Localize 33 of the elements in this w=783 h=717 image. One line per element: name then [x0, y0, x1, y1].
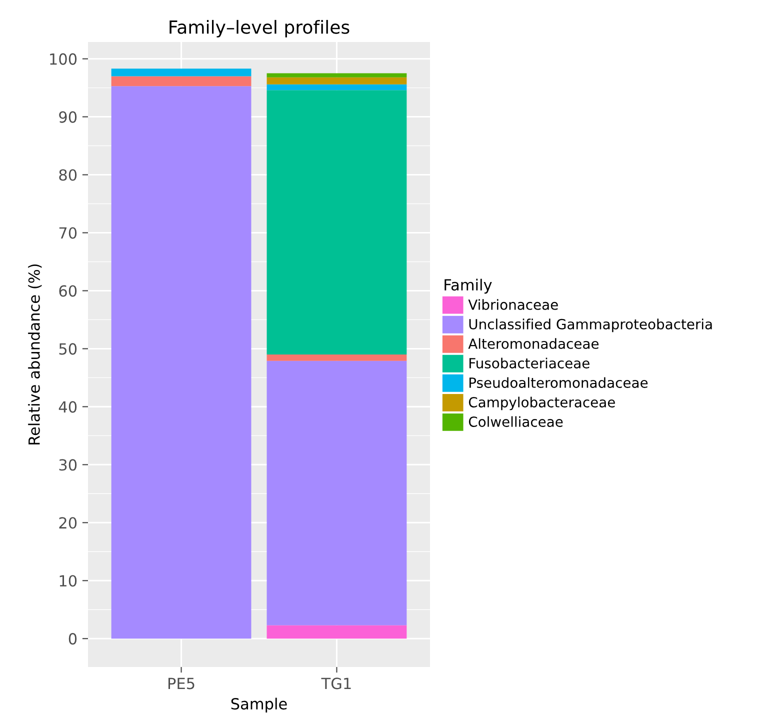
x-axis-title: Sample: [231, 698, 287, 713]
bar: [111, 76, 252, 86]
legend-label: Vibrionaceae: [468, 299, 558, 310]
bar: [266, 354, 407, 361]
chart-title: Family–level profiles: [170, 20, 350, 38]
bar: [266, 360, 407, 626]
y-tick-label: 30: [59, 459, 77, 471]
y-tick-label: 80: [59, 169, 77, 181]
bar: [266, 73, 407, 78]
bar: [111, 68, 252, 76]
legend-label: Unclassified Gammaproteobacteria: [469, 318, 712, 332]
x-tick-label: PE5: [168, 678, 194, 690]
y-tick-label: 0: [68, 633, 77, 645]
bar: [266, 90, 407, 354]
y-tick-label: 90: [59, 111, 77, 123]
bar: [266, 84, 407, 90]
y-tick-label: 70: [59, 227, 77, 239]
y-tick-label: 10: [60, 575, 77, 587]
bar: [266, 625, 407, 639]
legend-title: Family: [444, 278, 492, 294]
y-tick-label: 20: [59, 517, 77, 529]
legend-label: Colwelliaceae: [468, 416, 563, 427]
y-axis-title: Relative abundance (%): [28, 264, 42, 444]
legend-label: Fusobacteriaceae: [470, 358, 590, 368]
legend-label: Pseudoalteromonadaceae: [470, 377, 648, 388]
y-tick-label: 50: [59, 343, 77, 355]
y-tick-label: 100: [50, 53, 77, 65]
bar: [266, 77, 407, 84]
x-tick-label: TG1: [321, 678, 351, 690]
legend-label: Campylobacteraceae: [468, 396, 615, 410]
legend-label: Alteromonadaceae: [468, 338, 599, 349]
y-tick-label: 40: [58, 401, 77, 413]
y-tick-label: 60: [59, 285, 77, 297]
